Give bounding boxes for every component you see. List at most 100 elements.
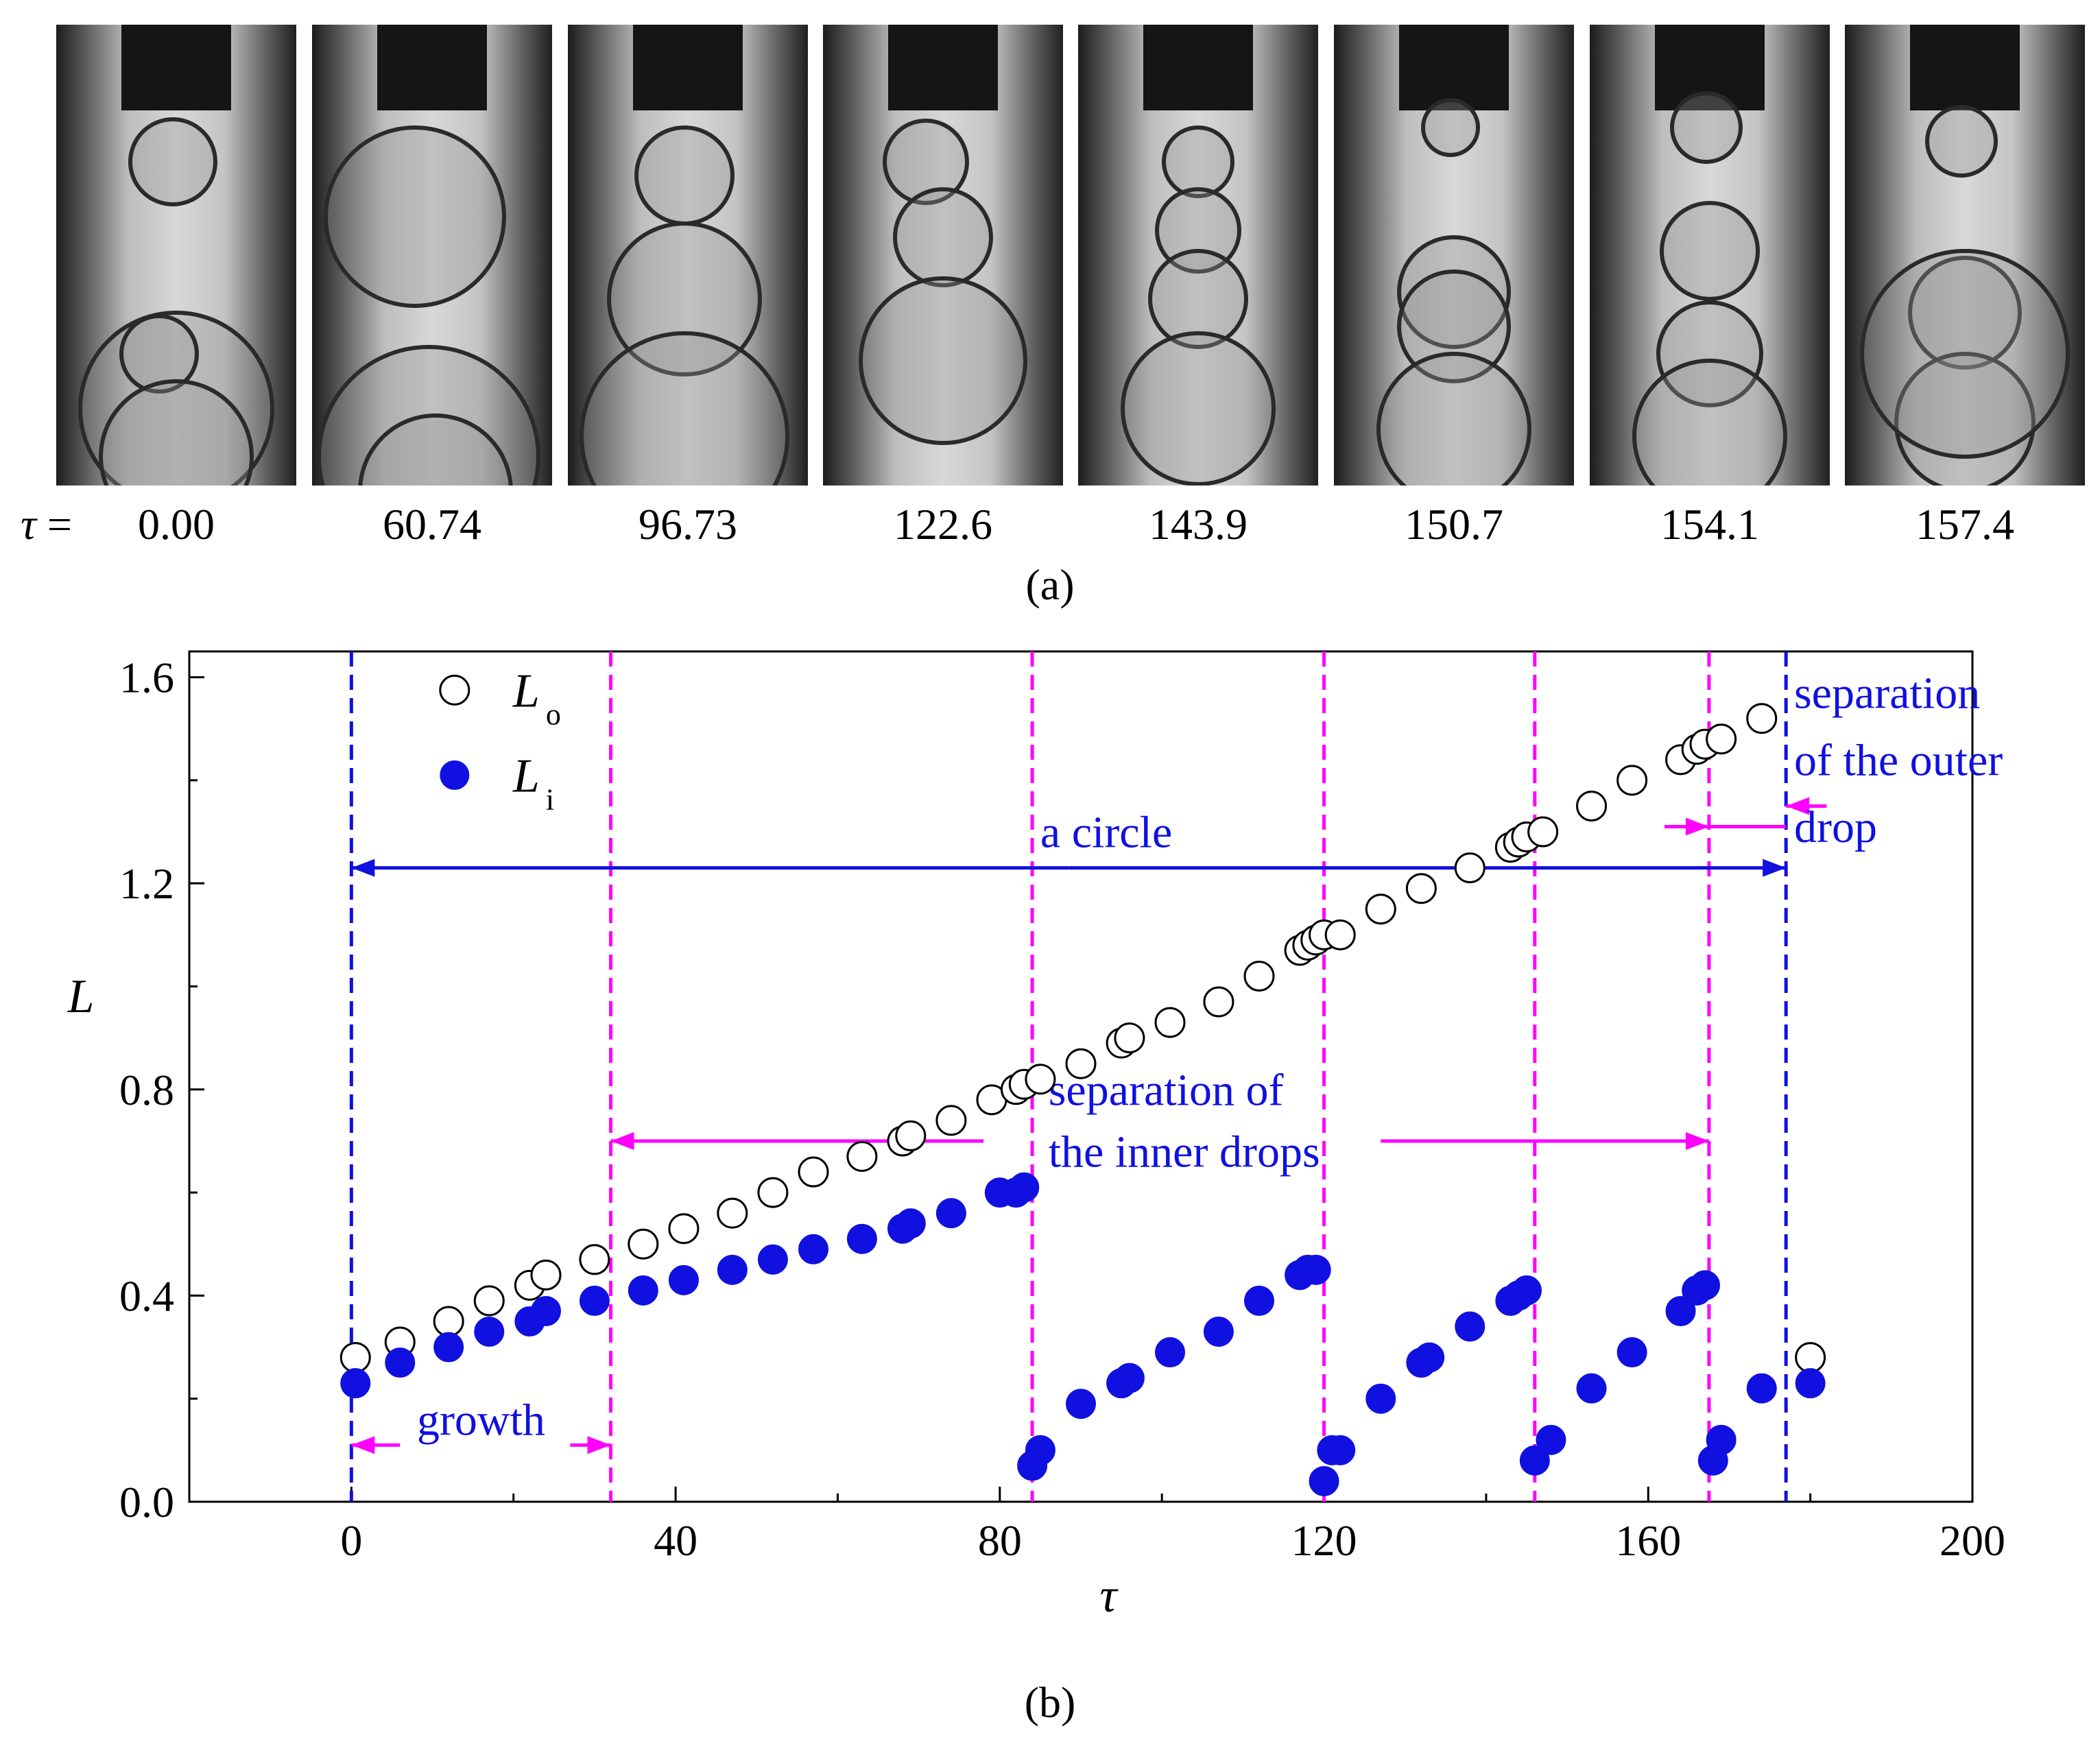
outer-arrow-left-head <box>1685 817 1709 836</box>
point-Lo-38 <box>1576 790 1608 821</box>
legend-label-i: L <box>512 749 540 802</box>
point-Li-49 <box>1746 1373 1777 1404</box>
point-Lo-22 <box>1114 1022 1145 1054</box>
point-Li-14 <box>895 1208 926 1239</box>
legend-label-o: L <box>512 664 540 717</box>
point-Li-1 <box>385 1347 416 1378</box>
legend-subscript-i: i <box>546 782 554 816</box>
point-Lo-39 <box>1616 765 1648 796</box>
annotation-outer-line3: drop <box>1794 802 1877 852</box>
tau-value-8: 157.4 <box>1916 500 2014 549</box>
y-axis-label: L <box>67 970 95 1023</box>
circle-arrow-right-head <box>1763 859 1787 877</box>
point-Li-3 <box>474 1317 505 1347</box>
panel-a-photo-strip: τ = (a) 0.00 60.74 96.73 122.6 143.9 150.7 154… <box>0 0 2100 609</box>
point-Li-0 <box>340 1368 371 1399</box>
photo-frame-8 <box>1845 25 2085 485</box>
point-Li-23 <box>1114 1363 1145 1393</box>
tau-value-6: 150.7 <box>1405 500 1503 549</box>
y-tick-label-0.4: 0.4 <box>119 1271 174 1320</box>
point-Lo-43 <box>1706 723 1737 755</box>
point-Lo-15 <box>935 1105 967 1136</box>
point-Li-10 <box>757 1244 788 1275</box>
y-tick-label-1.6: 1.6 <box>119 653 174 702</box>
point-Li-48 <box>1706 1424 1737 1455</box>
point-Li-32 <box>1325 1435 1356 1465</box>
tau-prefix-label: τ = <box>21 500 72 549</box>
legend-subscript-o: o <box>546 697 561 731</box>
x-tick-label-120: 120 <box>1291 1516 1357 1565</box>
point-Lo-7 <box>628 1228 659 1260</box>
x-tick-label-200: 200 <box>1940 1516 2005 1565</box>
point-Li-15 <box>935 1198 966 1229</box>
point-Lo-32 <box>1405 873 1437 904</box>
photo-frame-5 <box>1078 25 1318 485</box>
photo-frame-7 <box>1590 25 1830 485</box>
point-Lo-3 <box>473 1285 505 1317</box>
photo-frame-2 <box>312 25 552 485</box>
point-Li-6 <box>579 1285 610 1316</box>
nozzle <box>1143 25 1253 110</box>
nozzle <box>1910 25 2020 110</box>
point-Li-20 <box>1025 1435 1055 1465</box>
point-Lo-8 <box>668 1213 700 1245</box>
point-Lo-37 <box>1527 816 1559 848</box>
y-tick-label-0.8: 0.8 <box>119 1066 174 1114</box>
legend-marker-lo <box>439 674 470 706</box>
nozzle <box>121 25 231 110</box>
point-Li-18 <box>1009 1172 1040 1203</box>
point-Lo-9 <box>717 1197 748 1229</box>
point-Lo-6 <box>579 1244 610 1275</box>
photo-frame-3 <box>568 25 808 485</box>
nozzle <box>888 25 998 110</box>
point-Lo-24 <box>1203 986 1234 1018</box>
circle-arrow-left-head <box>351 859 375 877</box>
point-Lo-25 <box>1243 960 1275 992</box>
tau-value-5: 143.9 <box>1149 500 1248 549</box>
tau-value-4: 122.6 <box>894 500 992 549</box>
point-Lo-20 <box>1065 1048 1097 1079</box>
point-Li-39 <box>1512 1275 1542 1306</box>
point-Li-2 <box>433 1332 464 1363</box>
nozzle <box>1655 25 1765 110</box>
point-Lo-33 <box>1454 852 1485 884</box>
x-axis-label: τ <box>1099 1570 1119 1622</box>
annotation-inner-line2: the inner drops <box>1049 1127 1320 1177</box>
inner-arrow-right-head <box>1685 1131 1709 1150</box>
point-Li-9 <box>717 1254 748 1285</box>
growth-arrow-left-head <box>351 1436 375 1454</box>
x-tick-label-80: 80 <box>978 1516 1022 1565</box>
photo-frame-6 <box>1334 25 1574 485</box>
point-Lo-44 <box>1746 703 1778 734</box>
panel-b-caption: (b) <box>1024 1678 1076 1727</box>
point-Li-5 <box>531 1295 561 1326</box>
point-Li-36 <box>1455 1311 1485 1342</box>
point-Lo-10 <box>757 1177 789 1208</box>
point-Lo-0 <box>339 1342 371 1374</box>
point-Li-30 <box>1309 1465 1339 1496</box>
point-Li-11 <box>798 1234 828 1264</box>
tau-value-7: 154.1 <box>1660 500 1759 549</box>
point-Li-21 <box>1066 1389 1096 1419</box>
point-Lo-31 <box>1365 894 1396 925</box>
point-Lo-11 <box>798 1156 829 1188</box>
annotation-a-circle: a circle <box>1040 808 1172 858</box>
point-Lo-30 <box>1324 919 1356 950</box>
annotation-outer-line1: separation <box>1794 669 1980 719</box>
photo-frame-4 <box>823 25 1063 485</box>
point-Li-24 <box>1155 1337 1185 1368</box>
panel-a-caption: (a) <box>1025 560 1075 609</box>
x-tick-label-160: 160 <box>1615 1516 1681 1565</box>
nozzle <box>1399 25 1509 110</box>
point-Lo-5 <box>530 1259 562 1291</box>
x-tick-label-0: 0 <box>340 1516 362 1565</box>
tau-value-2: 60.74 <box>383 500 481 549</box>
legend-marker-li <box>440 760 470 790</box>
point-Li-35 <box>1414 1342 1445 1373</box>
nozzle <box>633 25 743 110</box>
point-Lo-23 <box>1154 1007 1186 1038</box>
photo-frame-1 <box>56 25 296 485</box>
point-Li-50 <box>1795 1368 1826 1399</box>
point-Lo-14 <box>895 1120 927 1151</box>
x-tick-label-40: 40 <box>654 1516 697 1565</box>
